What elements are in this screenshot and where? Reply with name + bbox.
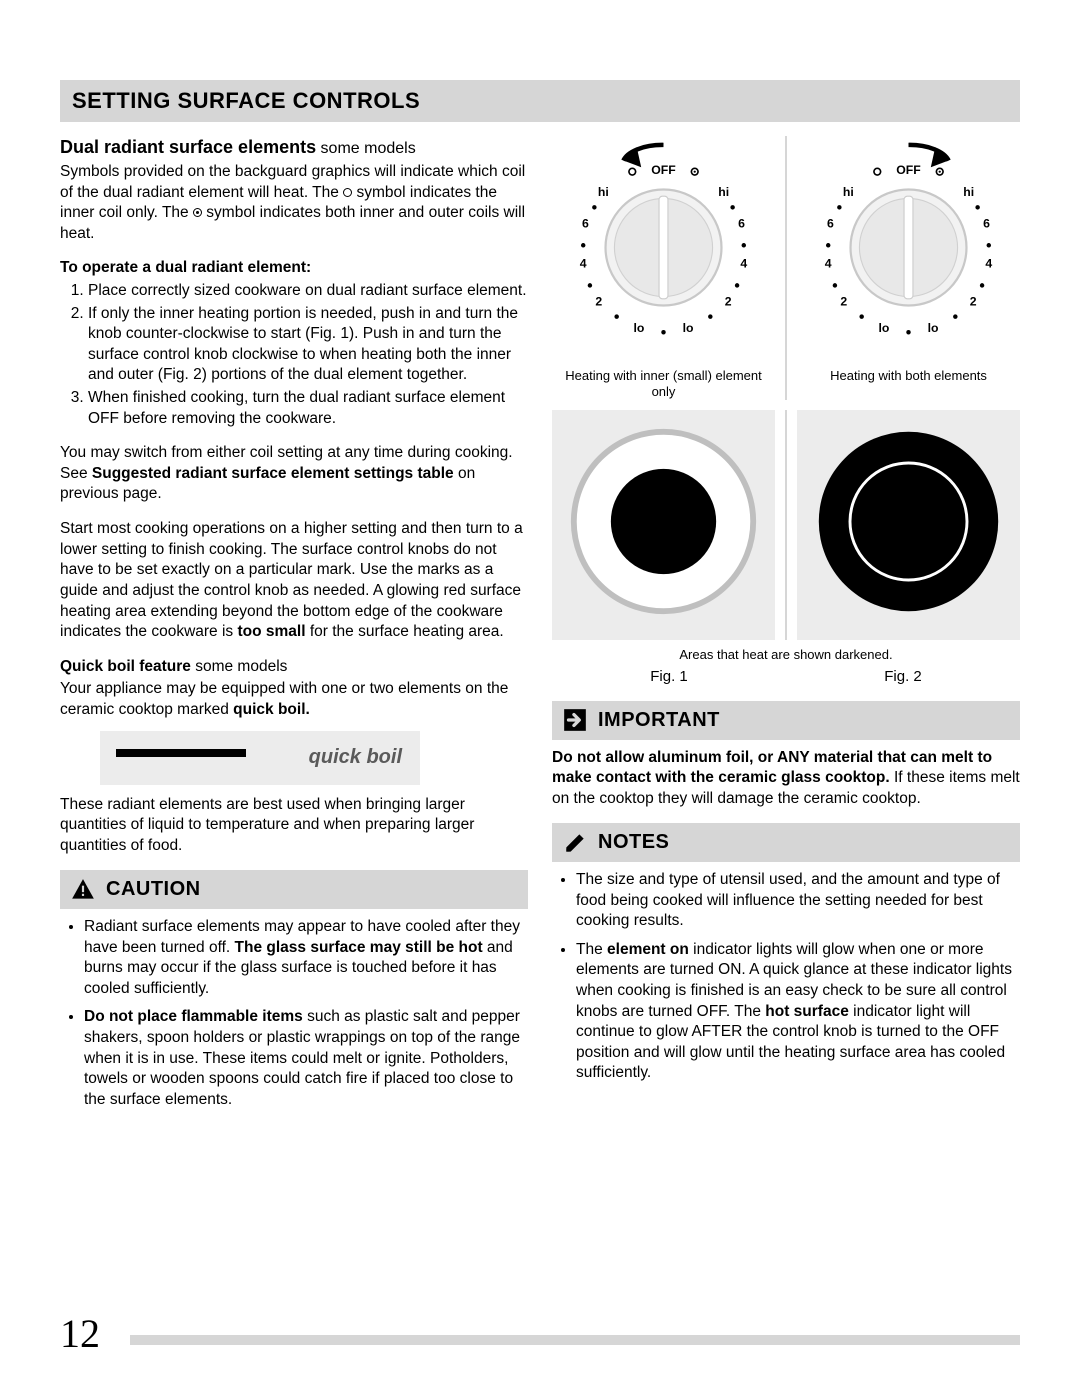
guide-paragraph: Start most cooking operations on a highe…	[60, 519, 528, 643]
caution-list: Radiant surface elements may appear to h…	[60, 917, 528, 1110]
important-title: IMPORTANT	[598, 707, 720, 734]
n2b: element on	[607, 941, 689, 958]
svg-text:OFF: OFF	[896, 163, 921, 177]
qb-body-b: quick boil.	[233, 701, 310, 718]
notes-title: NOTES	[598, 829, 669, 856]
c2a: Do not place flammable items	[84, 1008, 303, 1025]
c1b: The glass surface may still be hot	[235, 939, 483, 956]
fig-1-label: Fig. 1	[552, 667, 786, 687]
dial-1-icon: OFF hi hi 6 6 4 4 2 2 lo lo	[552, 136, 775, 359]
svg-text:6: 6	[738, 216, 745, 230]
note-item-2: The element on indicator lights will glo…	[576, 940, 1020, 1084]
caution-item-1: Radiant surface elements may appear to h…	[84, 917, 528, 999]
guide-b: too small	[237, 623, 305, 640]
svg-text:2: 2	[840, 294, 847, 308]
svg-text:2: 2	[725, 294, 732, 308]
content-columns: Dual radiant surface elements some model…	[60, 136, 1020, 1118]
quickboil-bar-icon	[116, 749, 246, 757]
dual-radiant-heading: Dual radiant surface elements some model…	[60, 136, 528, 160]
step-2: If only the inner heating portion is nee…	[88, 304, 528, 386]
heat-divider	[785, 410, 787, 640]
svg-text:hi: hi	[843, 185, 854, 199]
svg-text:hi: hi	[718, 185, 729, 199]
svg-text:lo: lo	[683, 321, 694, 335]
svg-text:OFF: OFF	[651, 163, 676, 177]
section-title-bar: SETTING SURFACE CONTROLS	[60, 80, 1020, 122]
left-column: Dual radiant surface elements some model…	[60, 136, 528, 1118]
warning-triangle-icon	[70, 877, 96, 903]
arrow-box-icon	[562, 707, 588, 733]
svg-text:6: 6	[983, 216, 990, 230]
footer-bar	[130, 1335, 1020, 1345]
inner-coil-icon	[343, 188, 352, 197]
caution-item-2: Do not place flammable items such as pla…	[84, 1007, 528, 1110]
notes-list: The size and type of utensil used, and t…	[552, 870, 1020, 1084]
dial-2-icon: OFF hi hi 6 6 4 4 2 2 lo lo	[797, 136, 1020, 359]
heat-both-icon	[811, 424, 1006, 619]
step-3: When finished cooking, turn the dual rad…	[88, 388, 528, 429]
switch-b: Suggested radiant surface element settin…	[92, 465, 454, 482]
dial-1-block: OFF hi hi 6 6 4 4 2 2 lo lo	[552, 136, 775, 400]
both-coils-icon	[193, 208, 202, 217]
svg-text:4: 4	[985, 257, 992, 271]
svg-text:lo: lo	[928, 321, 939, 335]
heat-inner-icon	[566, 424, 761, 619]
dials-row: OFF hi hi 6 6 4 4 2 2 lo lo	[552, 136, 1020, 400]
quickboil-graphic: quick boil	[100, 731, 420, 785]
caution-title: CAUTION	[106, 876, 201, 903]
right-column: OFF hi hi 6 6 4 4 2 2 lo lo	[552, 136, 1020, 1118]
svg-text:2: 2	[595, 294, 602, 308]
quickboil-body: Your appliance may be equipped with one …	[60, 679, 528, 720]
heading-note: some models	[316, 140, 416, 157]
pencil-icon	[562, 830, 588, 856]
heat-both-block	[797, 410, 1020, 640]
quickboil-label: quick boil	[309, 744, 402, 771]
important-bar: IMPORTANT	[552, 701, 1020, 740]
n2a: The	[576, 941, 607, 958]
quickboil-heading: Quick boil feature	[60, 658, 191, 675]
dial-2-caption: Heating with both elements	[797, 368, 1020, 384]
dial-1-caption: Heating with inner (small) element only	[552, 368, 775, 401]
section-title: SETTING SURFACE CONTROLS	[72, 88, 1008, 114]
svg-text:6: 6	[827, 216, 834, 230]
step-1: Place correctly sized cookware on dual r…	[88, 281, 528, 302]
operate-steps: Place correctly sized cookware on dual r…	[60, 281, 528, 429]
svg-text:lo: lo	[879, 321, 890, 335]
note-item-1: The size and type of utensil used, and t…	[576, 870, 1020, 932]
figure-labels: Fig. 1 Fig. 2	[552, 667, 1020, 687]
heading-main: Dual radiant surface elements	[60, 137, 316, 157]
quickboil-heading-line: Quick boil feature some models	[60, 657, 528, 678]
svg-text:2: 2	[970, 294, 977, 308]
heat-area-row	[552, 410, 1020, 640]
notes-bar: NOTES	[552, 823, 1020, 862]
svg-text:4: 4	[825, 257, 832, 271]
svg-text:4: 4	[740, 257, 747, 271]
svg-text:hi: hi	[963, 185, 974, 199]
intro-paragraph: Symbols provided on the backguard graphi…	[60, 162, 528, 244]
page-number: 12	[60, 1310, 100, 1357]
n2d: hot surface	[765, 1003, 849, 1020]
operate-heading: To operate a dual radiant element:	[60, 258, 528, 279]
svg-text:6: 6	[582, 216, 589, 230]
fig-2-label: Fig. 2	[786, 667, 1020, 687]
dial-2-block: OFF hi hi 6 6 4 4 2 2 lo lo	[797, 136, 1020, 400]
areas-caption: Areas that heat are shown darkened.	[552, 646, 1020, 663]
dials-divider	[785, 136, 787, 400]
quickboil-after: These radiant elements are best used whe…	[60, 795, 528, 857]
svg-text:hi: hi	[598, 185, 609, 199]
switch-paragraph: You may switch from either coil setting …	[60, 443, 528, 505]
heat-inner-block	[552, 410, 775, 640]
quickboil-note: some models	[191, 658, 287, 675]
caution-bar: CAUTION	[60, 870, 528, 909]
svg-text:4: 4	[580, 257, 587, 271]
svg-text:lo: lo	[634, 321, 645, 335]
guide-c: for the surface heating area.	[306, 623, 504, 640]
important-body: Do not allow aluminum foil, or ANY mater…	[552, 748, 1020, 810]
